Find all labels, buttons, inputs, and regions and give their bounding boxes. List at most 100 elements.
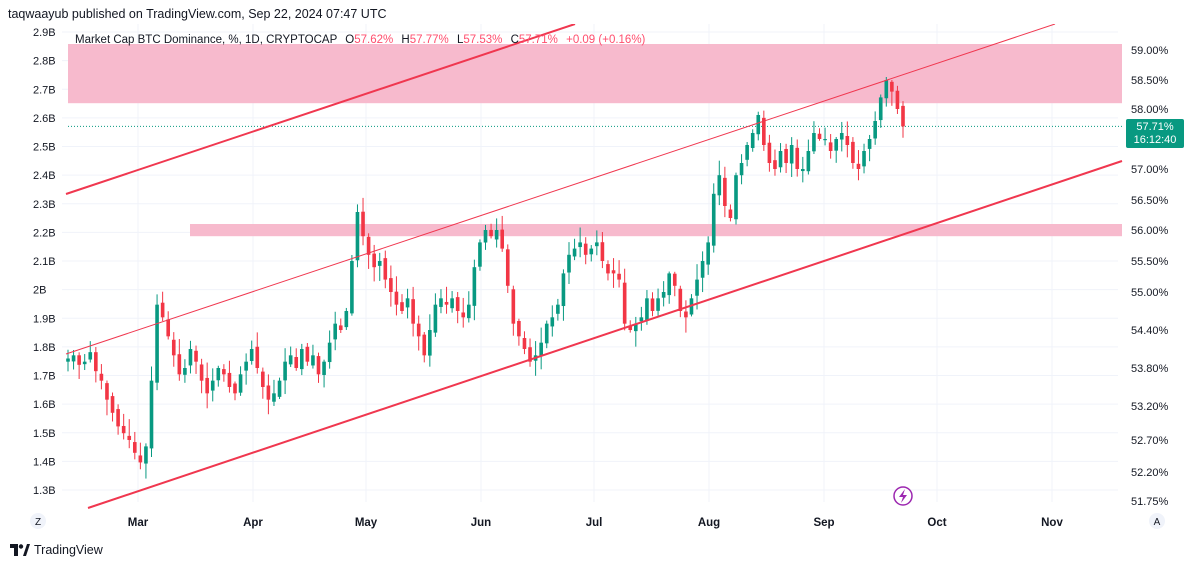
candle-down	[361, 197, 365, 246]
candle-up	[277, 377, 282, 400]
candle-body	[338, 325, 343, 330]
candle-body	[895, 90, 900, 109]
candle-body	[628, 325, 633, 330]
candle-up	[71, 350, 76, 370]
candle-up	[839, 121, 844, 152]
candle-down	[723, 166, 727, 218]
candle-body	[589, 248, 594, 255]
scale-z-button[interactable]: Z	[30, 513, 46, 529]
candle-up	[272, 379, 276, 406]
candle-body	[511, 289, 516, 324]
right-tick-label: 57.00%	[1131, 164, 1169, 176]
candle-down	[528, 338, 532, 367]
candle-body	[544, 323, 549, 344]
candle-down	[94, 347, 98, 383]
candle-up	[327, 330, 332, 369]
candle-body	[505, 249, 510, 286]
candle-body	[372, 253, 376, 268]
candle-up	[572, 238, 577, 261]
candle-body	[132, 442, 137, 453]
candle-body	[572, 248, 577, 257]
candle-down	[606, 260, 610, 281]
candle-body	[734, 175, 738, 220]
candle-body	[873, 121, 877, 139]
legend-low-label: L	[456, 34, 464, 46]
candle-body	[862, 151, 866, 167]
candle-up	[667, 271, 672, 304]
candle-down	[105, 380, 109, 416]
candle-body	[105, 383, 109, 400]
scale-a-button[interactable]: A	[1149, 513, 1165, 529]
candle-body	[205, 377, 209, 394]
candle-body	[767, 142, 772, 163]
candle-body	[366, 236, 371, 255]
candle-body	[238, 374, 243, 393]
candle-body	[361, 211, 365, 237]
lightning-event-icon[interactable]	[893, 486, 913, 506]
candle-up	[656, 288, 660, 316]
candle-down	[132, 431, 137, 460]
candle-body	[845, 135, 850, 145]
chart-canvas[interactable]: 2.9B 2.8B 2.7B 2.6B 2.5B 2.4B 2.3B 2.2B 2.1B 2B 1.…	[0, 23, 1200, 534]
candle-down	[784, 143, 788, 174]
candle-body	[422, 334, 427, 356]
candle-down	[672, 271, 677, 297]
candle-body	[745, 145, 749, 160]
candle-body	[667, 273, 672, 296]
candle-up	[216, 365, 221, 387]
candle-down	[294, 348, 299, 371]
time-label: Apr	[243, 517, 263, 529]
candle-body	[288, 355, 293, 365]
candle-down	[500, 215, 505, 252]
candle-body	[255, 346, 260, 368]
candle-body	[489, 229, 493, 237]
candle-up	[428, 314, 432, 367]
candle-up	[188, 340, 193, 374]
time-label: Jul	[586, 517, 603, 529]
candle-down	[773, 149, 777, 176]
right-tick-label: 52.20%	[1131, 467, 1169, 479]
candle-body	[773, 160, 777, 169]
candle-body	[66, 358, 70, 362]
left-tick-label: 1.5B	[33, 428, 56, 440]
candle-down	[171, 332, 176, 367]
candle-body	[389, 278, 393, 292]
candle-body	[466, 304, 471, 319]
candle-body	[595, 242, 599, 247]
candle-body	[600, 242, 605, 261]
candle-up	[333, 311, 338, 351]
candle-up	[778, 143, 783, 173]
scale-a-button-bg	[1149, 513, 1165, 529]
candle-body	[500, 229, 505, 249]
candle-body	[656, 298, 660, 311]
candle-body	[116, 409, 120, 427]
candle-body	[611, 270, 616, 274]
candle-body	[494, 230, 499, 240]
zones	[68, 44, 1122, 237]
candle-body	[327, 342, 332, 363]
candle-up	[789, 137, 794, 177]
candle-down	[116, 404, 120, 435]
legend-open-value: 57.62%	[354, 34, 394, 46]
candle-up	[806, 139, 811, 175]
left-tick-label: 2.9B	[33, 27, 56, 39]
candle-down	[305, 342, 310, 366]
left-tick-label: 1.9B	[33, 313, 56, 325]
candle-down	[851, 137, 855, 169]
candle-down	[416, 315, 421, 351]
candle-body	[633, 323, 638, 332]
candle-down	[233, 381, 237, 401]
candle-body	[433, 304, 438, 333]
candle-down	[194, 345, 198, 374]
chart-area[interactable]: 2.9B 2.8B 2.7B 2.6B 2.5B 2.4B 2.3B 2.2B 2.1B 2B 1.…	[0, 23, 1200, 534]
candle-down	[121, 413, 126, 440]
candle-body	[567, 254, 571, 273]
candle-body	[299, 349, 304, 370]
candle-body	[110, 396, 115, 413]
tradingview-logo[interactable]: TradingView	[10, 543, 103, 557]
right-tick-label: 58.00%	[1131, 104, 1169, 116]
candle-body	[171, 339, 176, 356]
candle-down	[583, 237, 588, 265]
right-tick-label: 52.70%	[1131, 435, 1169, 447]
candle-body	[528, 347, 532, 362]
